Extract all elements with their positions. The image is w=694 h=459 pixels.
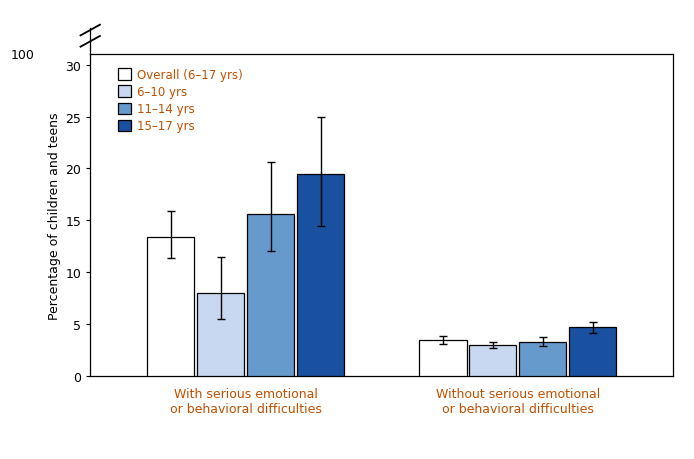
Y-axis label: Percentage of children and teens: Percentage of children and teens [48,112,61,319]
Bar [297,174,344,376]
Bar [469,345,516,376]
Bar [569,328,616,376]
Bar [519,342,566,376]
Bar [247,215,294,376]
Bar [147,237,194,376]
Text: 100: 100 [11,49,35,62]
Bar [419,340,466,376]
Bar [197,293,244,376]
Legend: Overall (6–17 yrs), 6–10 yrs, 11–14 yrs, 15–17 yrs: Overall (6–17 yrs), 6–10 yrs, 11–14 yrs,… [114,64,248,138]
